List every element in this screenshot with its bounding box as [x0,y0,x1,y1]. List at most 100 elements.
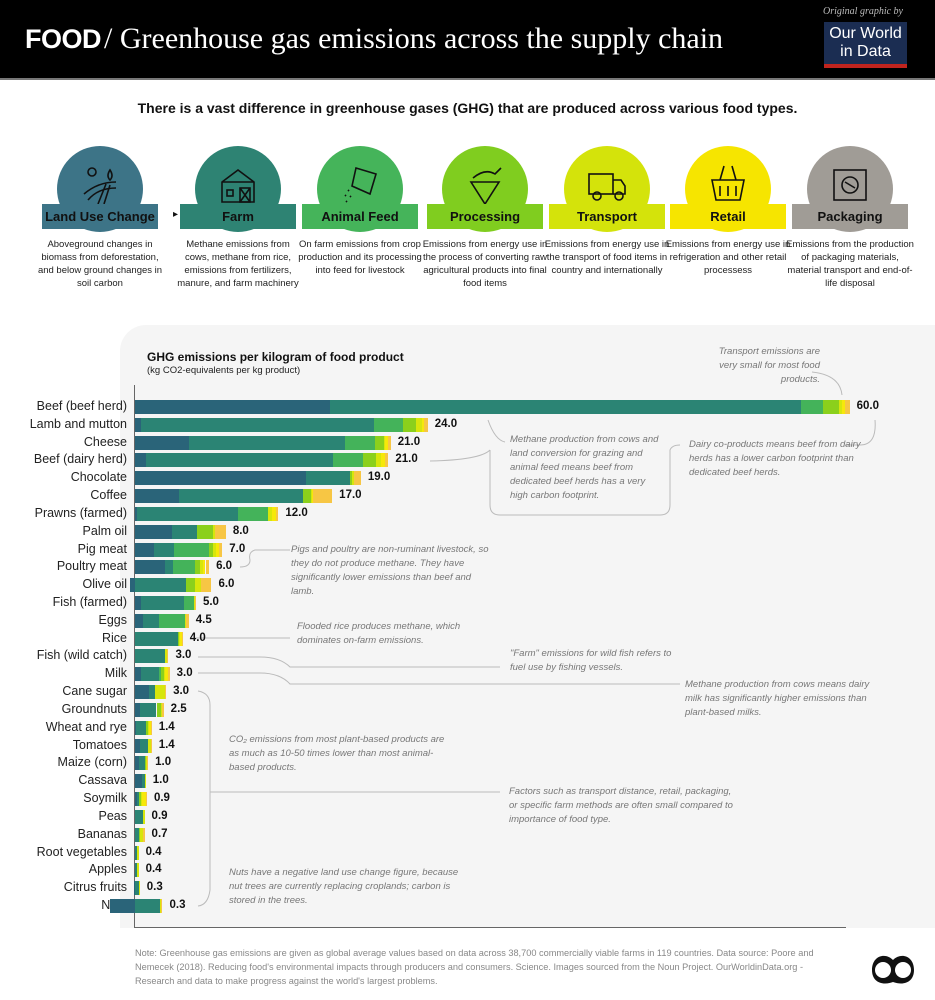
value-label: 0.3 [169,898,186,911]
category-label: Fish (farmed) [52,595,127,610]
mortar-icon [469,167,502,206]
stage-description: Emissions from the production of packagi… [786,239,914,289]
bar-segment-transport [148,720,150,735]
bar-segment-processing [363,453,377,468]
bar-segment-packaging [181,631,183,646]
logo-line2: in Data [840,43,891,60]
category-label: Milk [104,666,127,681]
value-label: 1.0 [152,774,169,787]
bar-segment-animal-feed [173,560,195,575]
bar-segment-packaging [146,756,149,771]
bar-segment-processing [197,524,213,539]
bar-segment-transport [138,881,140,896]
category-label: Tomatoes [72,737,127,752]
bar-segment-farm [305,471,351,486]
bar-segment-land-use-change [135,792,138,807]
value-label: 3.0 [175,649,192,662]
field-icon [83,167,117,205]
x-axis-line [134,927,846,928]
bar-segment-retail [421,417,425,432]
bar-segment-transport [310,489,312,504]
bar-segment-retail [142,792,146,807]
feed-bag-icon [344,166,377,203]
owid-logo: Our World in Data [824,22,907,68]
annotation-transport: Transport emissions are very small for m… [718,346,820,385]
stage-label: Retail [670,204,786,229]
bar-segment-farm [142,774,145,789]
bar-segment-farm [172,524,198,539]
stage-label: Farm [180,204,296,229]
bar-segment-transport [415,417,422,432]
bar-segment-processing [138,792,141,807]
bar-segment-transport [185,613,187,628]
bar-segment-land-use-change [135,435,189,450]
bar-segment-farm [137,506,238,521]
bar-segment-processing [823,400,839,414]
bar-segment-transport [145,756,147,771]
bar-segment-transport [160,898,162,913]
bar-segment-retail [203,560,206,575]
bar-segment-processing [161,667,164,682]
category-label: Coffee [90,488,127,503]
bar-segment-packaging [150,738,152,753]
bar-segment-farm [135,578,187,593]
connector-milk [198,672,680,685]
bar-segment-packaging [194,596,196,611]
bar-segment-packaging [388,435,391,450]
bar-segment-transport [194,578,201,593]
bar-segment-farm [140,417,374,432]
value-label: 21.0 [395,453,418,466]
bar-segment-retail [216,542,219,557]
value-label: 3.0 [176,667,193,680]
bar-segment-land-use-change [135,685,150,700]
bar-segment-land-use-change [135,756,139,771]
bar-segment-farm [135,898,161,913]
bar-segment-transport [352,471,354,486]
bar-segment-packaging [143,827,145,842]
value-label: 1.4 [158,738,175,751]
annotation-factors: Factors such as transport distance, reta… [509,786,733,825]
bar-segment-farm [140,667,159,682]
stage-description: Emissions from energy use in refrigerati… [665,239,791,276]
bar-segment-animal-feed [333,453,364,468]
bar-segment-retail [164,667,169,682]
stage-description: Aboveground changes in biomass from defo… [37,239,163,289]
bar-segment-packaging [161,898,163,913]
value-label: 0.7 [151,827,168,840]
category-label: Root vegetables [36,844,127,859]
category-label: Groundnuts [61,701,127,716]
bar-segment-land-use-change [133,881,135,896]
credit-prefix: Original graphic by [823,6,903,17]
bar-segment-land-use-change [135,613,144,628]
header-bar: FOOD / Greenhouse gas emissions across t… [0,0,935,80]
bar-segment-packaging [162,702,164,717]
bar-segment-farm [154,542,175,557]
bar-segment-transport [179,631,181,646]
stage-label: Processing [427,204,543,229]
barn-icon [221,169,255,203]
connector-beef-herd [487,419,681,516]
owl-logo-icon [872,955,914,984]
connector-dairy-beef [429,419,876,462]
bar-segment-land-use-change [135,720,137,735]
bar-segment-transport [137,863,139,878]
bar-segment-retail [149,720,151,735]
category-label: Eggs [98,612,128,627]
annotation-rice: Flooded rice produces methane, which dom… [297,621,461,646]
connector-wild-fish [198,656,500,668]
bar-segment-retail [381,453,385,468]
category-label: Peas [98,808,128,823]
bar-segment-processing [145,720,149,735]
bar-segment-packaging [215,524,226,539]
annotation-plant-based: CO₂ emissions from most plant-based prod… [229,734,445,773]
bar-segment-land-use-change [135,400,330,414]
bar-segment-land-use-change [135,596,141,611]
category-label: Bananas [77,826,127,841]
bar-segment-retail [384,435,389,450]
subtitle: There is a vast difference in greenhouse… [137,100,798,116]
value-label: 0.9 [153,792,170,805]
value-label: 60.0 [856,400,879,412]
value-label: 12.0 [285,506,308,519]
bar-segment-transport [148,738,151,753]
